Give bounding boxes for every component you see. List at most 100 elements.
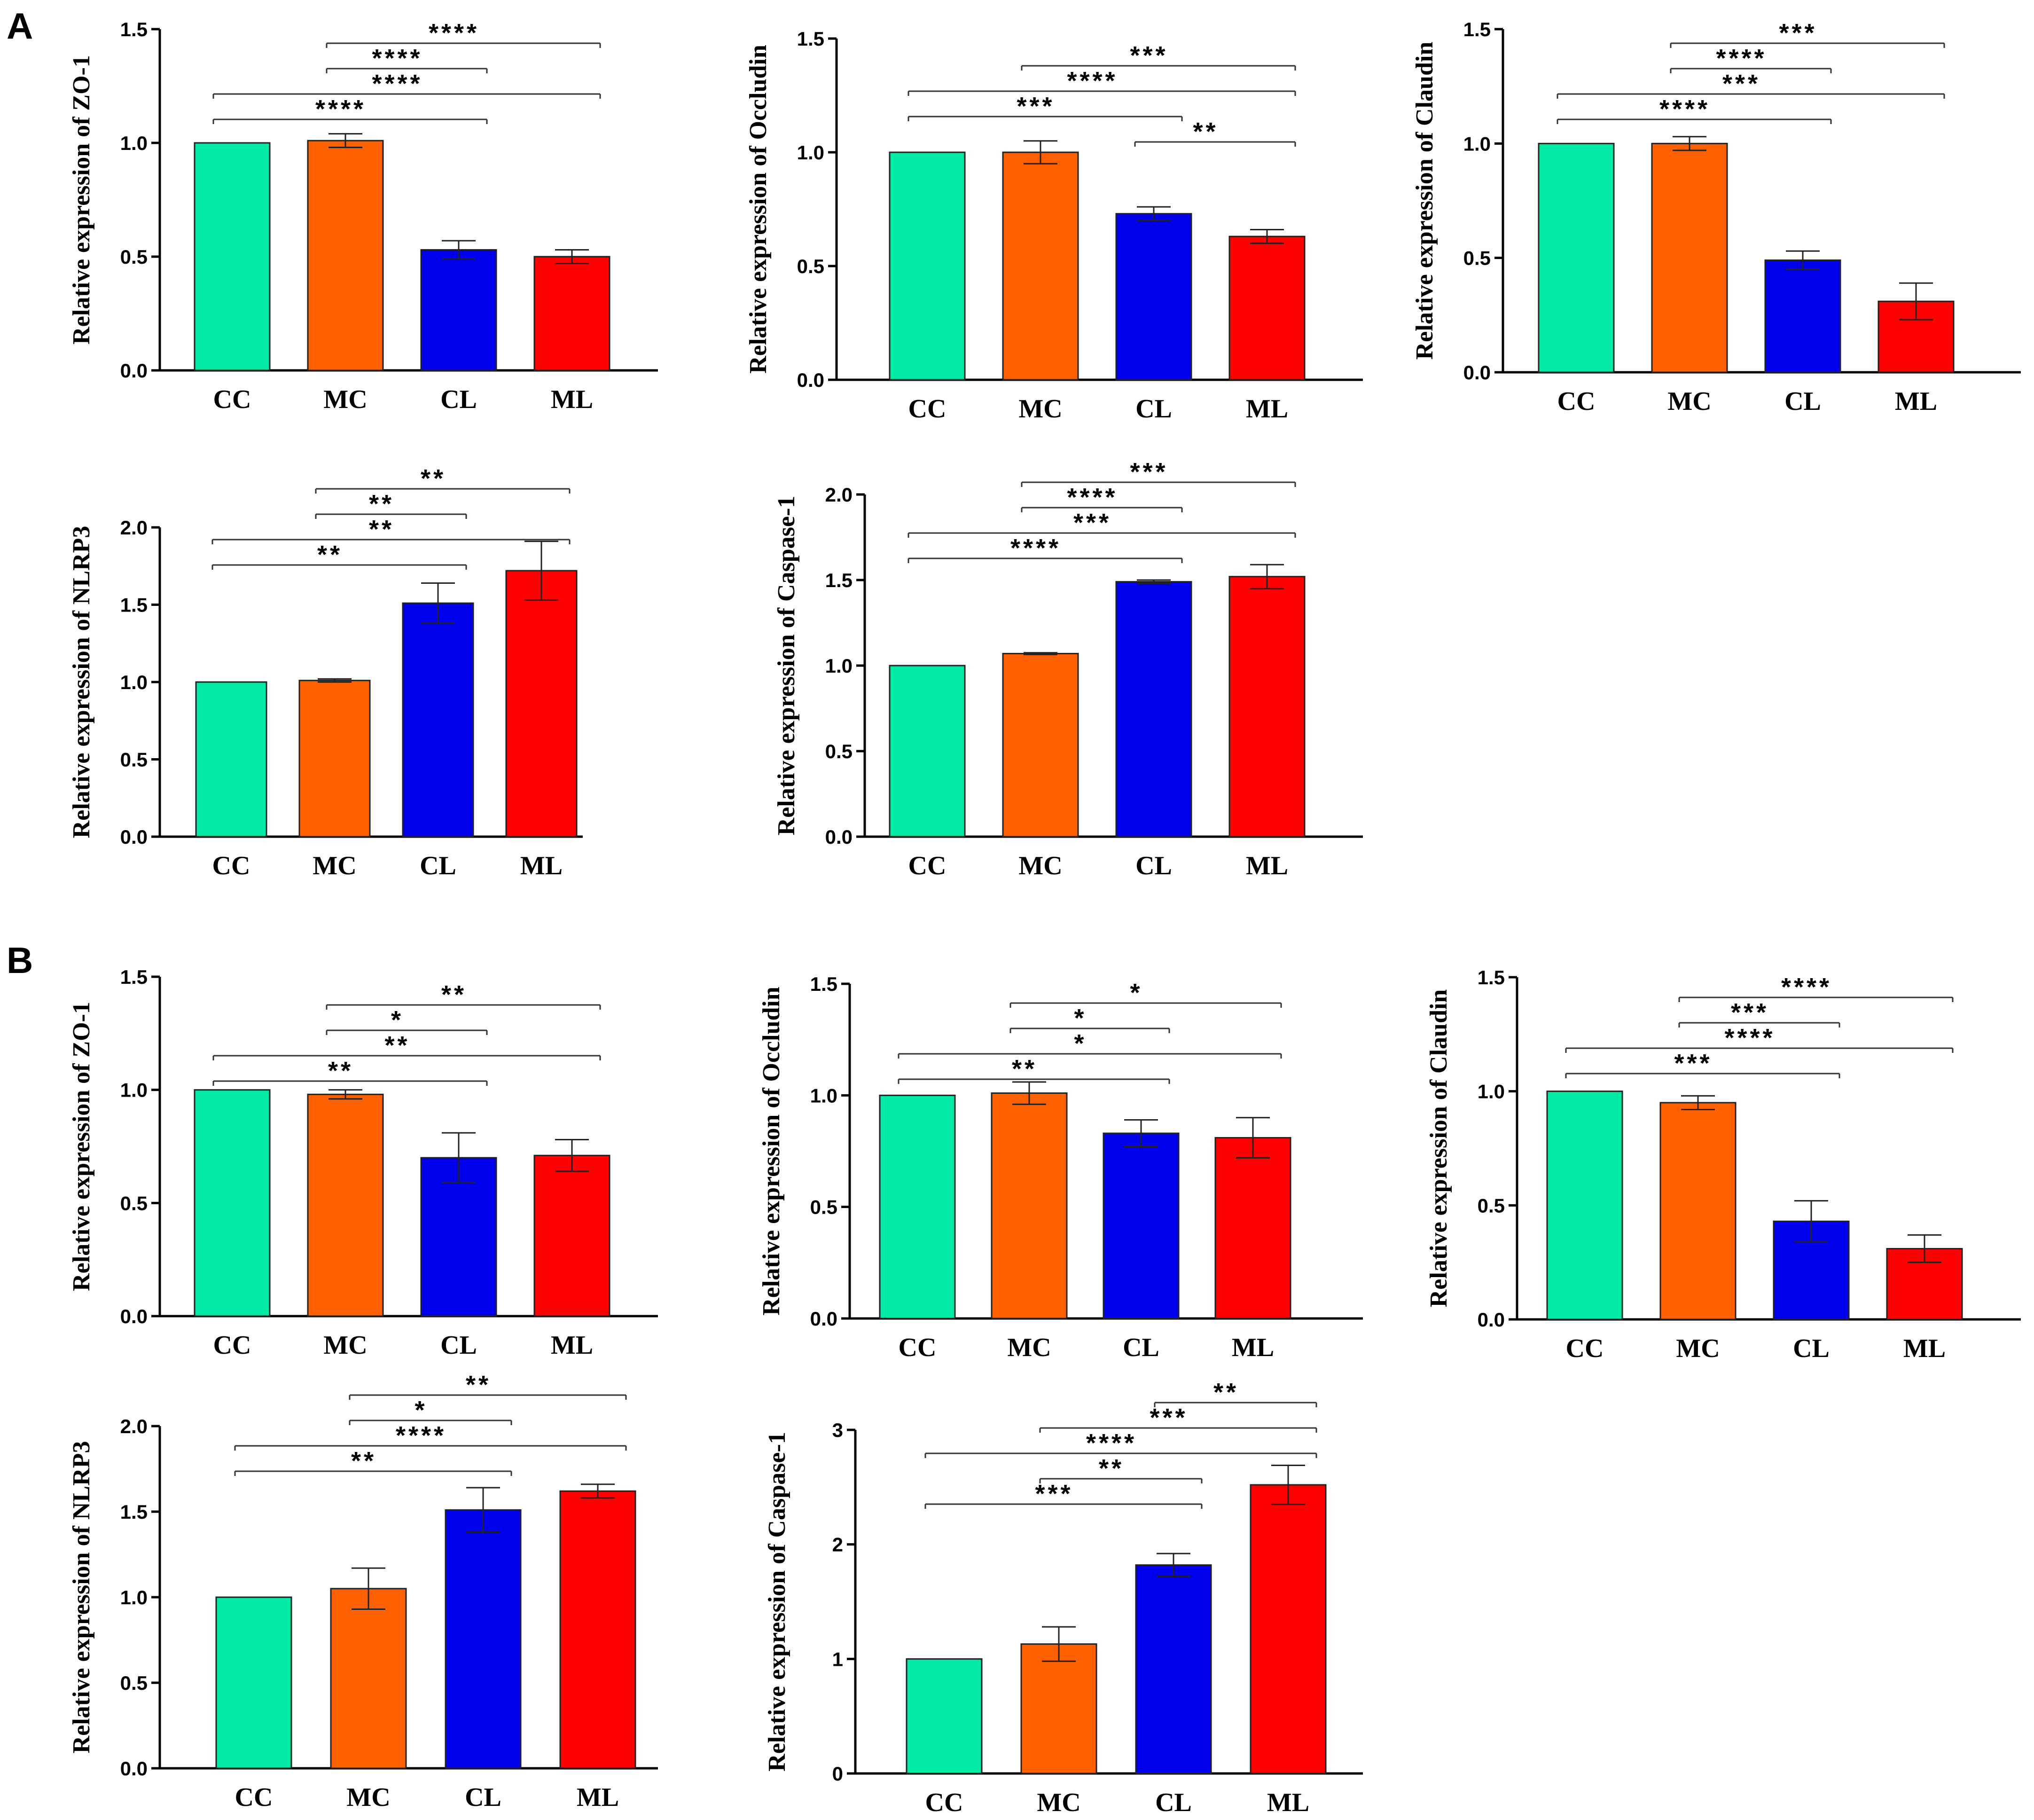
- y-tick-label: 1.0: [120, 1079, 148, 1101]
- category-label: ML: [577, 1783, 619, 1812]
- category-label: CC: [213, 385, 251, 414]
- significance-label: **: [421, 464, 446, 493]
- category-label: CL: [420, 851, 456, 880]
- y-tick-label: 2.0: [825, 484, 853, 506]
- y-tick-label: 1.0: [1463, 133, 1491, 155]
- significance-label: ****: [1010, 534, 1061, 562]
- significance-label: **: [328, 1057, 353, 1085]
- bar-cl: [1103, 1132, 1180, 1319]
- bar-cc: [195, 681, 267, 838]
- y-tick-label: 0.0: [825, 826, 853, 848]
- significance-label: ****: [429, 19, 479, 47]
- significance-label: **: [317, 541, 343, 569]
- category-label: CL: [440, 1331, 477, 1360]
- category-label: ML: [1895, 387, 1937, 416]
- y-tick-label: 1.0: [1478, 1081, 1505, 1103]
- y-axis-label: Relative expression of ZO-1: [68, 55, 95, 345]
- y-tick-label: 0.0: [120, 360, 148, 382]
- y-tick-label: 0: [832, 1763, 843, 1785]
- bar-mc: [1002, 653, 1079, 838]
- y-tick-label: 2: [832, 1534, 843, 1556]
- panel-label-b: B: [7, 940, 33, 981]
- category-label: CC: [213, 1331, 251, 1360]
- y-axis-label: Relative expression of Caspase-1: [773, 496, 800, 836]
- chart-8: 0.0 0.5 1.0 1.5 Relative expression of Claud…: [1425, 966, 2021, 1363]
- y-tick-label: 0.0: [810, 1308, 837, 1330]
- significance-label: *: [415, 1396, 427, 1424]
- category-label: MC: [1037, 1788, 1080, 1817]
- y-tick-label: 0.5: [1478, 1194, 1505, 1216]
- category-label: ML: [551, 385, 593, 414]
- bar-ml: [1214, 1137, 1291, 1319]
- panel-label-a: A: [7, 5, 33, 47]
- y-tick-label: 2.0: [120, 1415, 148, 1437]
- category-label: CC: [1557, 387, 1596, 416]
- category-label: ML: [1246, 394, 1288, 424]
- y-tick-label: 0.5: [1463, 247, 1491, 269]
- y-tick-label: 0.0: [1463, 361, 1491, 384]
- category-label: CC: [235, 1783, 273, 1812]
- y-axis-label: Relative expression of Occludin: [745, 45, 772, 374]
- bar-cc: [889, 665, 966, 838]
- category-label: MC: [1667, 387, 1711, 416]
- significance-label: *: [1074, 1004, 1087, 1032]
- bar-ml: [505, 570, 578, 838]
- significance-label: **: [1012, 1055, 1037, 1083]
- bar-ml: [1228, 235, 1306, 381]
- y-axis-label: Relative expression of Claudin: [1425, 989, 1452, 1308]
- bar-mc: [307, 140, 384, 371]
- y-axis-label: Relative expression of Caspase-1: [764, 1432, 790, 1772]
- bar-mc: [1659, 1102, 1737, 1320]
- chart-4: 0.0 0.5 1.0 1.5 2.0 Relative expression of NL…: [68, 464, 583, 880]
- chart-3: 0.0 0.5 1.0 1.5 Relative expression of Claud…: [1411, 18, 2021, 416]
- chart-5: 0.0 0.5 1.0 1.5 2.0 Relative expression of Ca…: [773, 458, 1363, 880]
- bar-ml: [559, 1490, 636, 1769]
- significance-label: **: [384, 1031, 410, 1059]
- y-tick-label: 1.0: [120, 1586, 148, 1608]
- category-label: CC: [1566, 1334, 1604, 1363]
- category-label: CL: [1123, 1333, 1159, 1362]
- category-label: CL: [1793, 1334, 1830, 1363]
- chart-7: 0.0 0.5 1.0 1.5 Relative expression of Occlu…: [758, 973, 1363, 1362]
- significance-label: ***: [1035, 1480, 1073, 1508]
- y-tick-label: 0.0: [120, 826, 148, 848]
- bar-mc: [307, 1093, 384, 1317]
- chart-1: 0.0 0.5 1.0 1.5 Relative expression of ZO-1 C…: [68, 18, 658, 414]
- significance-label: *: [391, 1006, 404, 1034]
- significance-label: ***: [1130, 41, 1168, 70]
- y-axis-label: Relative expression of NLRP3: [68, 1441, 95, 1754]
- bar-cl: [445, 1509, 522, 1769]
- bar-mc: [1651, 142, 1728, 373]
- category-label: CL: [440, 385, 477, 414]
- bar-cc: [906, 1658, 983, 1774]
- significance-label: **: [441, 981, 467, 1009]
- y-tick-label: 2.0: [120, 517, 148, 539]
- y-axis-label: Relative expression of NLRP3: [68, 526, 95, 839]
- chart-6: 0.0 0.5 1.0 1.5 Relative expression of ZO-1 C…: [68, 966, 658, 1360]
- y-tick-label: 1.0: [825, 655, 853, 677]
- bar-mc: [991, 1092, 1068, 1319]
- bar-mc: [1002, 151, 1079, 381]
- y-axis-label: Relative expression of Claudin: [1411, 42, 1438, 360]
- significance-label: ***: [1731, 998, 1769, 1027]
- y-tick-label: 1.0: [797, 141, 824, 164]
- significance-label: ****: [1724, 1024, 1775, 1052]
- category-label: CC: [908, 851, 947, 880]
- y-tick-label: 1.5: [810, 973, 837, 995]
- category-label: MC: [346, 1783, 390, 1812]
- category-label: MC: [1007, 1333, 1051, 1362]
- y-tick-label: 0.5: [120, 1672, 148, 1694]
- significance-label: ****: [396, 1421, 446, 1450]
- bar-cc: [879, 1094, 956, 1319]
- y-tick-label: 1.5: [120, 18, 148, 40]
- significance-label: ***: [1130, 458, 1168, 486]
- chart-2: 0.0 0.5 1.0 1.5 Relative expression of Occlu…: [745, 28, 1363, 424]
- y-tick-label: 0.5: [810, 1196, 837, 1218]
- significance-label: **: [1193, 118, 1218, 146]
- bar-cc: [1546, 1090, 1623, 1320]
- category-label: CC: [908, 394, 947, 424]
- category-label: MC: [1676, 1334, 1720, 1363]
- category-label: MC: [323, 385, 367, 414]
- significance-label: ***: [1017, 92, 1055, 120]
- category-label: ML: [551, 1331, 593, 1360]
